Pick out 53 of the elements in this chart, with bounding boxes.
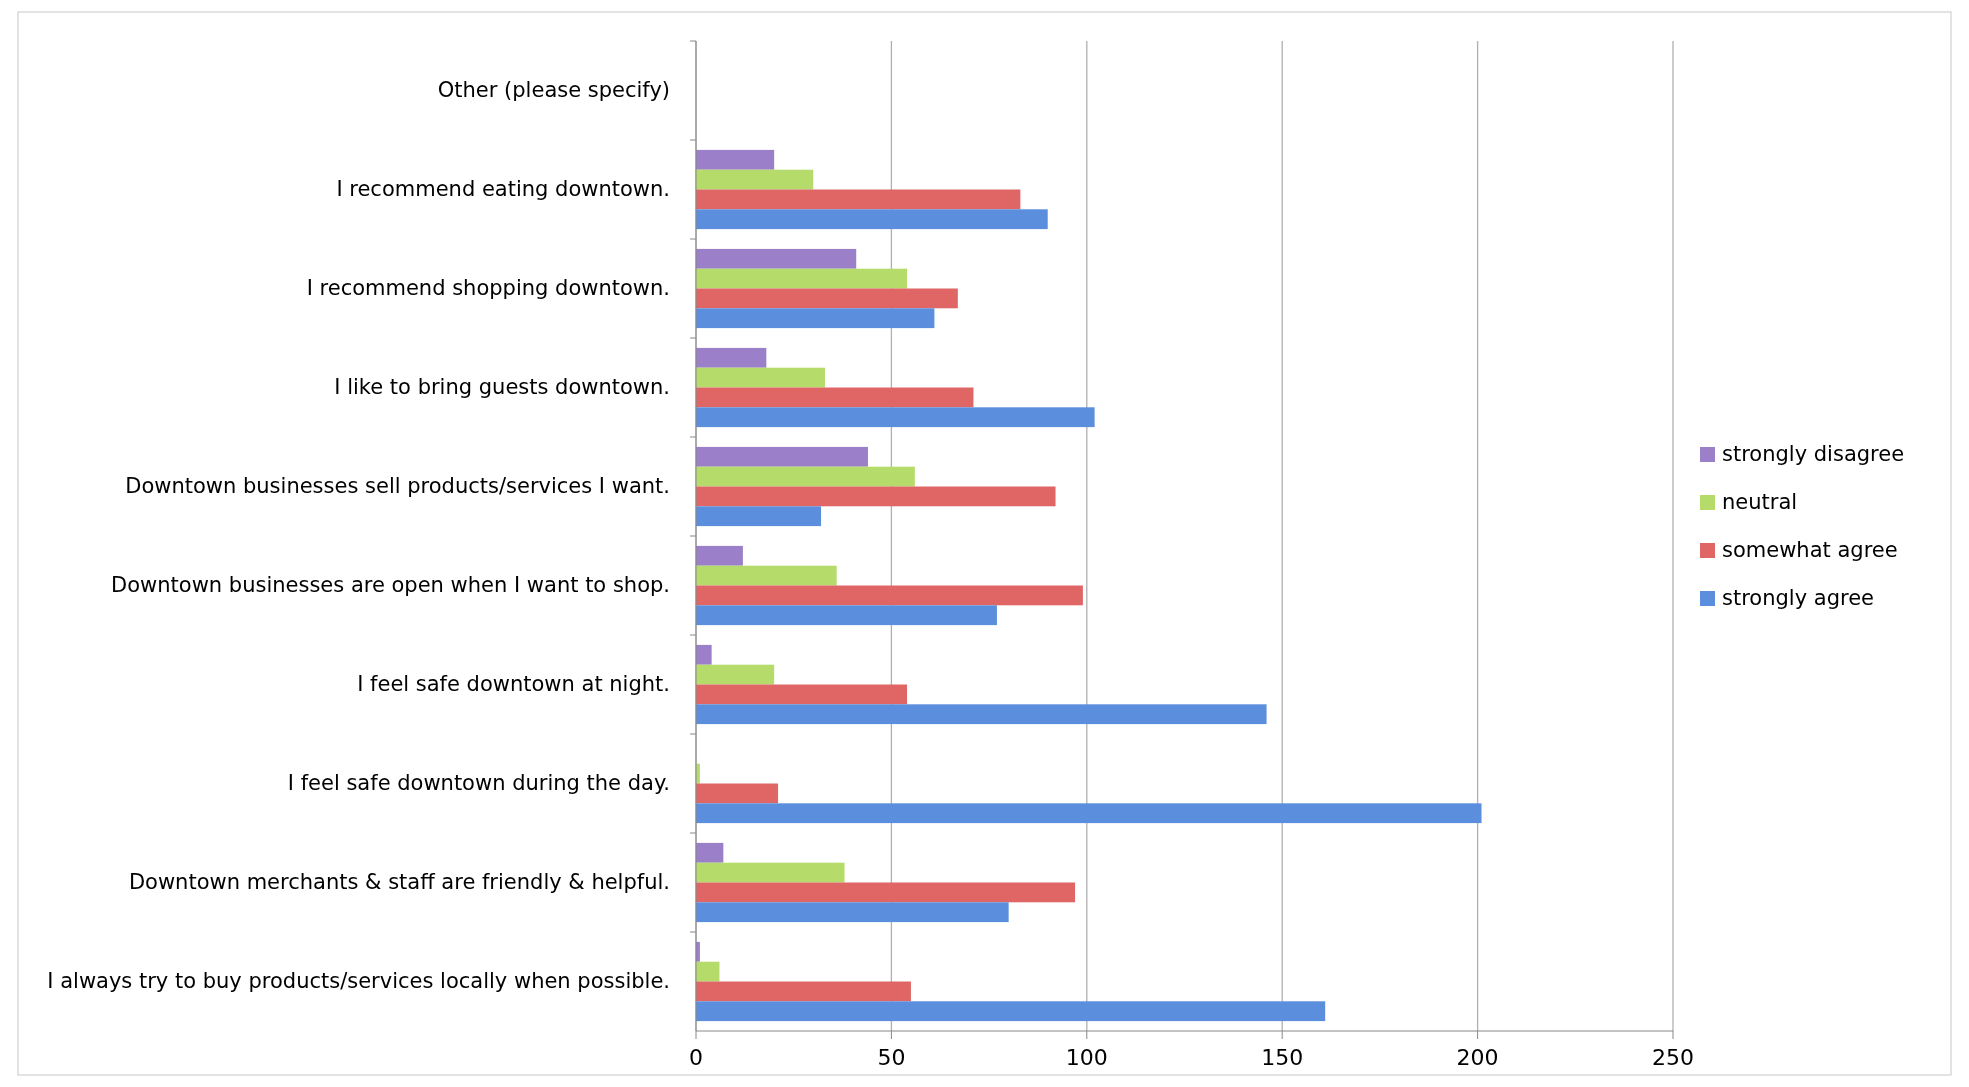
bar	[696, 783, 779, 804]
y-tick-label: Downtown merchants & staff are friendly & helpful.	[128, 869, 670, 894]
bar	[696, 585, 1083, 606]
y-tick-label: I like to bring guests downtown.	[334, 374, 670, 399]
bar	[696, 684, 908, 705]
legend-label: somewhat agree	[1722, 538, 1898, 562]
bar	[696, 169, 814, 190]
y-tick-label: I feel safe downtown during the day.	[287, 770, 670, 795]
x-tick-label: 100	[1065, 1045, 1108, 1070]
bar	[696, 803, 1482, 824]
x-tick-label: 200	[1456, 1045, 1499, 1070]
bar	[696, 882, 1076, 903]
x-tick-label: 150	[1261, 1045, 1304, 1070]
y-tick-label: I recommend shopping downtown.	[306, 275, 670, 300]
bar	[696, 862, 845, 883]
bar	[696, 347, 767, 368]
bar	[696, 407, 1095, 428]
bar	[696, 288, 958, 309]
y-tick-label: I feel safe downtown at night.	[357, 671, 670, 696]
bar	[696, 486, 1056, 507]
bar	[696, 902, 1009, 923]
bar	[696, 209, 1048, 230]
y-tick-label: I recommend eating downtown.	[336, 176, 670, 201]
bar	[696, 961, 720, 982]
bar	[696, 664, 775, 685]
bar	[696, 545, 743, 566]
bar	[696, 1001, 1326, 1022]
x-tick-label: 50	[877, 1045, 906, 1070]
bar	[696, 506, 822, 527]
bar	[696, 644, 712, 665]
x-tick-label: 0	[689, 1045, 703, 1070]
y-tick-label: Downtown businesses are open when I want to shop.	[111, 572, 670, 597]
bar	[696, 981, 911, 1002]
y-tick-label: Other (please specify)	[437, 77, 670, 102]
y-tick-label: Downtown businesses sell products/services I want.	[125, 473, 670, 498]
bar	[696, 248, 857, 269]
bar	[696, 149, 775, 170]
x-tick-label: 250	[1652, 1045, 1694, 1070]
y-tick-label: I always try to buy products/services locally when possible.	[47, 968, 670, 993]
bar	[696, 189, 1021, 210]
bar	[696, 446, 868, 467]
bar	[696, 466, 915, 487]
bar	[696, 565, 837, 586]
bar	[696, 605, 997, 626]
bar	[696, 268, 908, 289]
bar	[696, 308, 935, 329]
legend-label: strongly agree	[1722, 586, 1874, 610]
bar	[696, 842, 724, 863]
bar	[696, 387, 974, 408]
legend-label: neutral	[1722, 490, 1798, 514]
bar	[696, 704, 1267, 725]
legend-label: strongly disagree	[1722, 442, 1905, 466]
bar	[696, 367, 825, 388]
